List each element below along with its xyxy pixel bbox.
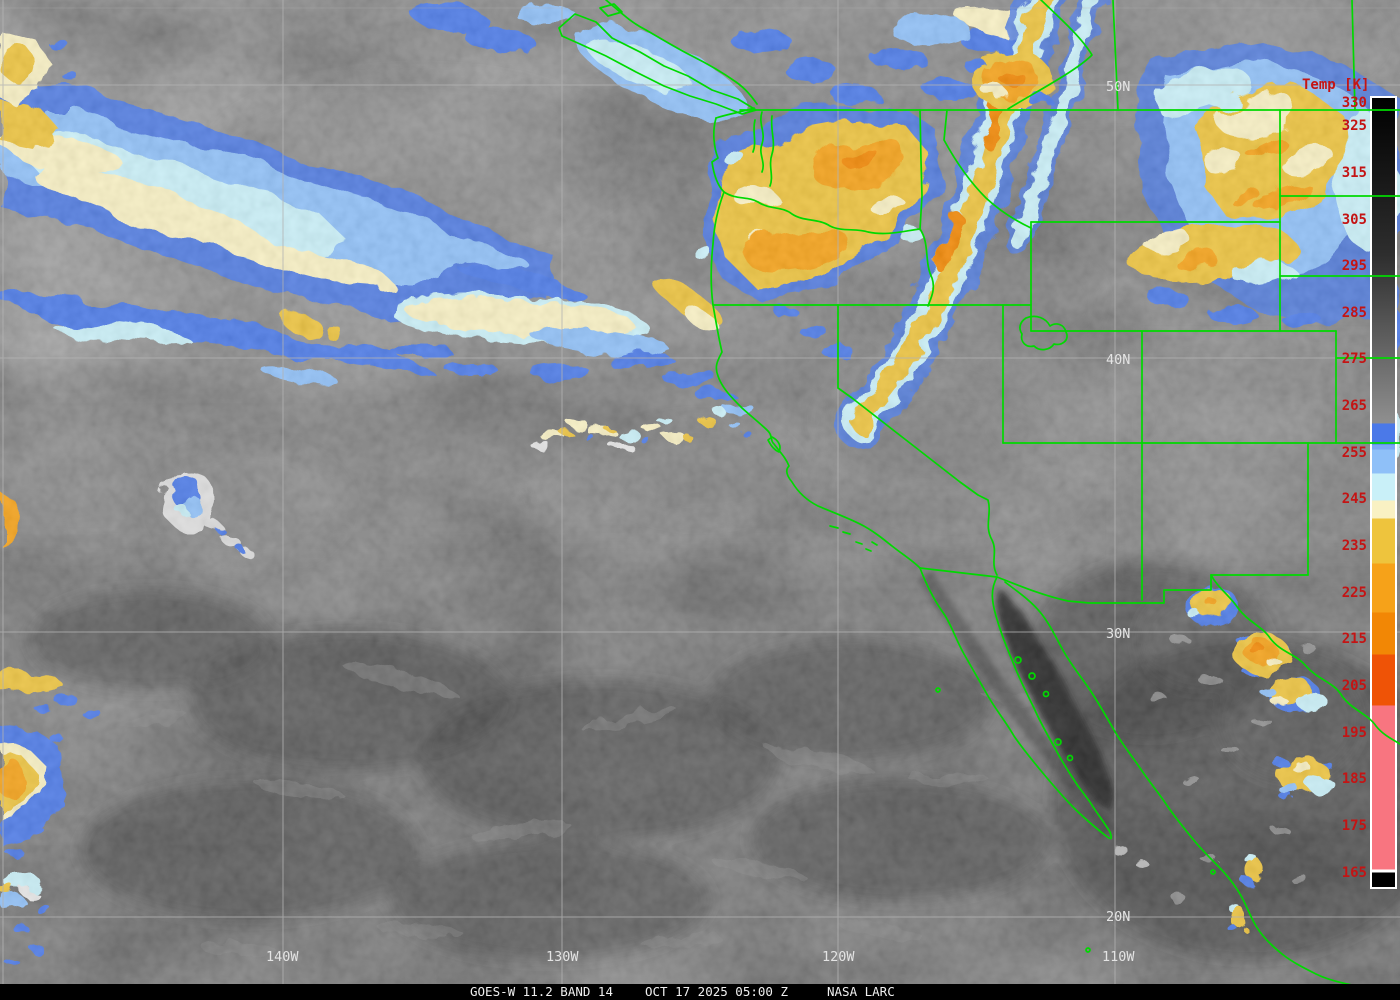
lon-label-110w: 110W bbox=[1102, 949, 1135, 965]
lon-label-140w: 140W bbox=[266, 949, 299, 965]
caption-satellite: GOES-W 11.2 BAND 14 bbox=[470, 984, 613, 999]
colorbar-tick: 205 bbox=[1342, 678, 1367, 694]
lat-label-30n: 30N bbox=[1106, 626, 1130, 642]
lon-label-130w: 130W bbox=[546, 949, 579, 965]
colorbar-tick: 305 bbox=[1342, 212, 1367, 228]
colorbar-tick: 285 bbox=[1342, 305, 1367, 321]
map-borders bbox=[558, 0, 1400, 984]
temperature-colorbar bbox=[1370, 96, 1397, 889]
colorbar-tick: 330 bbox=[1342, 95, 1367, 111]
colorbar-tick: 315 bbox=[1342, 165, 1367, 181]
caption-timestamp: OCT 17 2025 05:00 Z bbox=[645, 984, 788, 999]
colorbar-tick: 325 bbox=[1342, 118, 1367, 134]
colorbar-title: Temp [K] bbox=[1302, 77, 1369, 93]
colorbar-tick: 265 bbox=[1342, 398, 1367, 414]
colorbar-labels: Temp [K] 330 325 315 305 295 285 275 265… bbox=[1302, 77, 1369, 881]
lon-label-120w: 120W bbox=[822, 949, 855, 965]
caption-credit: NASA LARC bbox=[827, 984, 895, 999]
colorbar-tick: 195 bbox=[1342, 725, 1367, 741]
lat-label-20n: 20N bbox=[1106, 909, 1130, 925]
colorbar-tick: 235 bbox=[1342, 538, 1367, 554]
caption-bar: GOES-W 11.2 BAND 14 OCT 17 2025 05:00 Z … bbox=[0, 984, 1400, 1000]
colorbar-tick: 245 bbox=[1342, 491, 1367, 507]
colorbar-tick: 165 bbox=[1342, 865, 1367, 881]
lat-label-40n: 40N bbox=[1106, 352, 1130, 368]
colorbar-tick: 185 bbox=[1342, 771, 1367, 787]
colorbar-tick: 295 bbox=[1342, 258, 1367, 274]
grid-labels: 50N 40N 30N 20N 140W 130W 120W 110W bbox=[266, 79, 1135, 965]
colorbar-tick: 175 bbox=[1342, 818, 1367, 834]
colorbar-tick: 225 bbox=[1342, 585, 1367, 601]
colorbar-tick: 255 bbox=[1342, 445, 1367, 461]
colorbar-tick: 215 bbox=[1342, 631, 1367, 647]
colorbar-tick: 275 bbox=[1342, 351, 1367, 367]
lat-label-50n: 50N bbox=[1106, 79, 1130, 95]
